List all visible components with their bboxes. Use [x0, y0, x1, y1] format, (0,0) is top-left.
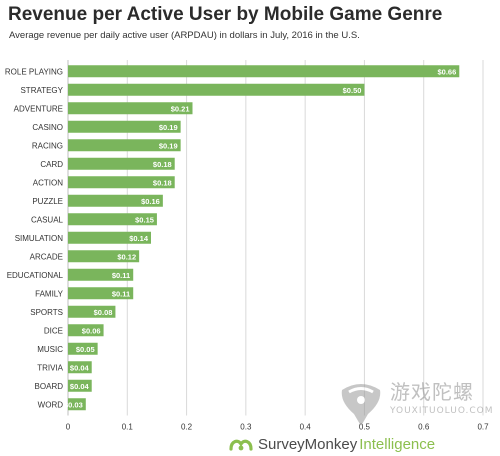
bar	[68, 250, 140, 263]
bar	[68, 231, 151, 244]
x-tick-label: 0.5	[359, 423, 371, 432]
category-label: CARD	[40, 160, 63, 169]
category-label: DICE	[44, 326, 63, 335]
data-label: $0.16	[141, 197, 160, 206]
category-label: ADVENTURE	[14, 104, 63, 113]
chart-title: Revenue per Active User by Mobile Game G…	[8, 4, 443, 25]
watermark-name: 游戏陀螺	[390, 380, 474, 404]
category-label: CASINO	[32, 123, 63, 132]
x-tick-label: 0.1	[122, 423, 134, 432]
brand-suffix: Intelligence	[359, 435, 436, 453]
category-label: CASUAL	[31, 215, 64, 224]
data-label: $0.05	[76, 345, 95, 354]
bar	[68, 120, 181, 133]
x-tick-label: 0.6	[418, 423, 430, 432]
category-label: PUZZLE	[32, 197, 63, 206]
data-label: $0.21	[171, 104, 190, 113]
bar	[68, 157, 175, 170]
category-label: ARCADE	[30, 252, 63, 261]
x-tick-label: 0.2	[181, 423, 193, 432]
data-label: $0.04	[70, 363, 90, 372]
data-label: $0.03	[64, 400, 83, 409]
bar	[68, 379, 92, 392]
bar	[68, 102, 193, 115]
data-label: $0.15	[135, 215, 154, 224]
x-tick-label: 0.3	[240, 423, 252, 432]
data-label: $0.18	[153, 178, 172, 187]
category-label: EDUCATIONAL	[7, 271, 64, 280]
data-label: $0.04	[70, 382, 90, 391]
category-label: RACING	[32, 141, 63, 150]
data-label: $0.12	[117, 252, 136, 261]
data-label: $0.08	[94, 308, 113, 317]
category-label: ROLE PLAYING	[5, 67, 63, 76]
bar	[68, 361, 92, 374]
data-label: $0.19	[159, 123, 178, 132]
data-label: $0.18	[153, 160, 172, 169]
bar	[68, 83, 365, 96]
watermark-url: YOUXITUOLUO.COM	[390, 406, 494, 416]
bar	[68, 324, 104, 337]
x-tick-label: 0	[66, 423, 71, 432]
category-label: MUSIC	[37, 345, 63, 354]
category-label: STRATEGY	[20, 86, 63, 95]
surveymonkey-logo-icon	[229, 439, 253, 451]
category-label: SIMULATION	[15, 234, 64, 243]
category-label: BOARD	[35, 382, 64, 391]
bar	[68, 176, 175, 189]
bar	[68, 194, 163, 207]
x-tick-label: 0.4	[300, 423, 312, 432]
data-label: $0.19	[159, 141, 178, 150]
footer-brand: SurveyMonkey Intelligence	[228, 433, 435, 455]
data-label: $0.11	[112, 271, 130, 280]
bar	[68, 342, 98, 355]
category-label: WORD	[38, 400, 64, 409]
bar	[68, 213, 157, 226]
bar	[68, 305, 116, 318]
category-label: ACTION	[33, 178, 63, 187]
bar	[68, 139, 181, 152]
bar	[68, 287, 134, 300]
data-label: $0.11	[112, 289, 130, 298]
data-label: $0.66	[438, 67, 457, 76]
watermark: 游戏陀螺 YOUXITUOLUO.COM	[338, 372, 498, 442]
spinning-top-logo-icon	[341, 384, 381, 426]
category-label: TRIVIA	[37, 363, 63, 372]
brand-name: SurveyMonkey	[258, 435, 358, 453]
bar	[68, 65, 460, 78]
data-label: $0.14	[129, 234, 149, 243]
category-label: FAMILY	[35, 289, 64, 298]
data-label: $0.06	[82, 326, 101, 335]
data-label: $0.50	[343, 86, 362, 95]
chart-subtitle: Average revenue per daily active user (A…	[9, 30, 360, 41]
x-tick-label: 0.7	[477, 423, 489, 432]
bar	[68, 398, 86, 411]
category-label: SPORTS	[30, 308, 63, 317]
bar	[68, 268, 134, 281]
